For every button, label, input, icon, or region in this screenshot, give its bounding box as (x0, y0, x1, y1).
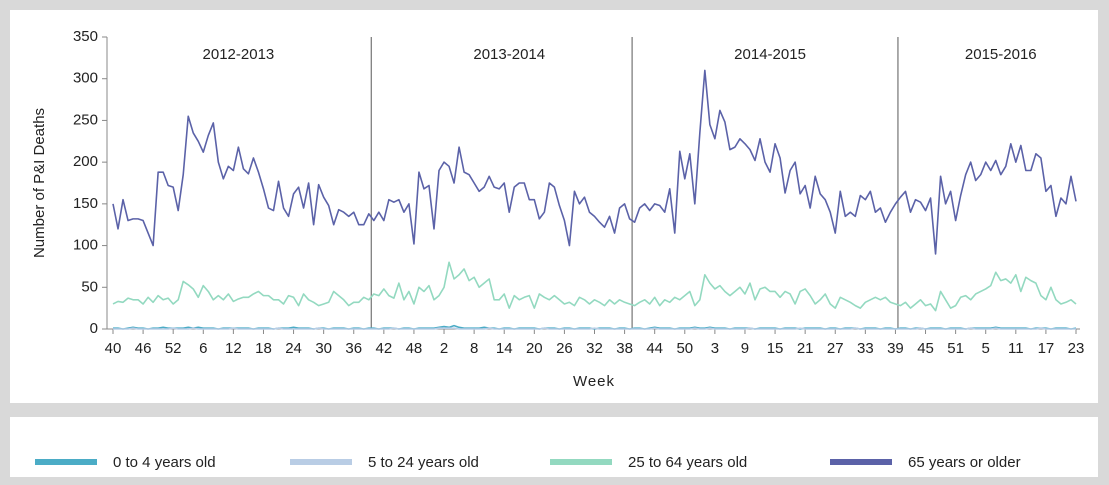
legend-panel (10, 417, 1098, 477)
x-tick-label: 15 (767, 340, 784, 357)
x-tick-label: 21 (797, 340, 814, 357)
x-tick-label: 12 (225, 340, 242, 357)
x-tick-label: 38 (616, 340, 633, 357)
x-tick-label: 24 (285, 340, 302, 357)
y-tick-label: 250 (73, 111, 98, 128)
series-line (113, 327, 1076, 330)
x-tick-label: 42 (376, 340, 393, 357)
legend-label: 5 to 24 years old (368, 454, 479, 471)
season-label: 2015-2016 (965, 46, 1037, 63)
y-axis-label: Number of P&I Deaths (31, 108, 48, 258)
y-tick-label: 150 (73, 195, 98, 212)
x-tick-label: 33 (857, 340, 874, 357)
x-axis-label: Week (573, 373, 615, 390)
x-tick-label: 14 (496, 340, 513, 357)
y-tick-label: 300 (73, 70, 98, 87)
season-label: 2013-2014 (473, 46, 545, 63)
x-tick-label: 39 (887, 340, 904, 357)
x-tick-label: 27 (827, 340, 844, 357)
x-tick-label: 18 (255, 340, 272, 357)
x-tick-label: 11 (1008, 340, 1024, 357)
season-label: 2014-2015 (734, 46, 806, 63)
season-label: 2012-2013 (203, 46, 275, 63)
x-tick-label: 17 (1038, 340, 1055, 357)
x-tick-label: 46 (135, 340, 152, 357)
x-tick-label: 23 (1068, 340, 1085, 357)
x-tick-label: 48 (406, 340, 423, 357)
x-tick-label: 8 (470, 340, 478, 357)
x-tick-label: 3 (711, 340, 719, 357)
x-tick-label: 51 (947, 340, 964, 357)
y-tick-label: 200 (73, 153, 98, 170)
x-tick-label: 30 (315, 340, 332, 357)
x-tick-label: 6 (199, 340, 207, 357)
x-tick-label: 26 (556, 340, 573, 357)
chart-panel (10, 10, 1098, 403)
x-tick-label: 9 (741, 340, 749, 357)
x-tick-label: 32 (586, 340, 603, 357)
x-tick-label: 44 (646, 340, 663, 357)
legend-label: 65 years or older (908, 454, 1021, 471)
x-tick-label: 40 (105, 340, 122, 357)
x-tick-label: 36 (345, 340, 362, 357)
y-tick-label: 350 (73, 28, 98, 45)
series-line (112, 69, 1077, 255)
legend-label: 0 to 4 years old (113, 454, 216, 471)
x-tick-label: 52 (165, 340, 182, 357)
y-tick-label: 100 (73, 237, 98, 254)
x-tick-label: 5 (982, 340, 990, 357)
y-tick-label: 50 (81, 278, 98, 295)
series-line (112, 261, 1077, 312)
legend-label: 25 to 64 years old (628, 454, 747, 471)
x-tick-label: 45 (917, 340, 934, 357)
x-tick-label: 20 (526, 340, 543, 357)
x-tick-label: 2 (440, 340, 448, 357)
x-tick-label: 50 (676, 340, 693, 357)
y-tick-label: 0 (90, 320, 98, 337)
